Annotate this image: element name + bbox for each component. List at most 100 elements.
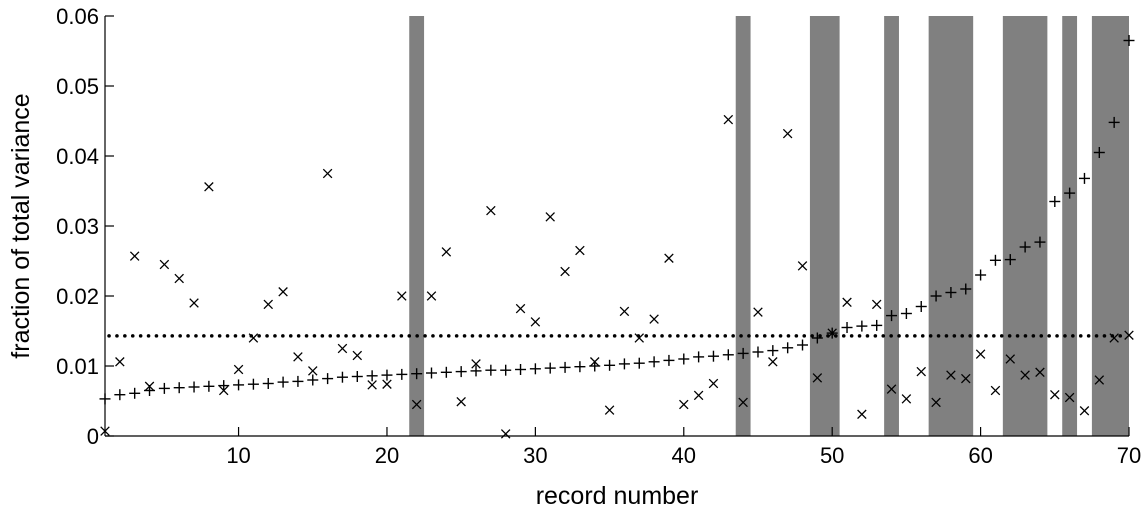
cross-marker-30: [530, 317, 541, 327]
plus-marker-29: [515, 364, 527, 375]
cross-marker-27: [486, 205, 496, 216]
plus-marker-18: [351, 371, 363, 382]
cross-marker-14: [293, 352, 303, 362]
plus-marker-51: [841, 322, 853, 333]
cross-marker-37: [634, 333, 645, 343]
cross-marker-17: [337, 343, 348, 354]
shaded-region-8: [1091, 16, 1129, 436]
plus-marker-37: [633, 357, 645, 369]
plus-marker-8: [203, 380, 215, 392]
y-tick-label-4: 0.04: [56, 144, 99, 169]
cross-marker-48: [797, 261, 808, 271]
cross-marker-47: [782, 128, 793, 139]
cross-marker-61: [990, 385, 1001, 396]
cross-marker-34: [589, 357, 600, 367]
plus-marker-19: [366, 370, 378, 382]
cross-marker-44: [738, 397, 748, 408]
plus-marker-9: [218, 380, 230, 392]
plus-marker-53: [871, 319, 883, 331]
plus-marker-63: [1019, 241, 1031, 253]
cross-marker-59: [960, 373, 971, 384]
shaded-region-4: [884, 16, 899, 436]
shaded-regions: [409, 16, 1129, 436]
plus-marker-57: [930, 290, 942, 302]
cross-marker-7: [189, 298, 199, 308]
cross-marker-13: [278, 287, 288, 297]
plus-marker-46: [767, 345, 779, 357]
y-tick-label-5: 0.05: [56, 74, 99, 99]
y-tick-label-1: 0.01: [56, 354, 99, 379]
shaded-region-7: [1062, 16, 1078, 436]
y-tick-label-0: 0: [87, 424, 99, 449]
plus-marker-12: [262, 378, 274, 389]
cross-marker-11: [248, 333, 259, 343]
cross-marker-46: [768, 357, 778, 367]
plus-marker-10: [233, 379, 245, 391]
y-axis-label: fraction of total variance: [7, 93, 35, 358]
plus-marker-61: [989, 254, 1001, 266]
cross-marker-67: [1079, 406, 1090, 416]
plus-marker-32: [559, 361, 571, 373]
cross-marker-63: [1020, 370, 1030, 380]
cross-marker-57: [931, 397, 941, 408]
shaded-region-6: [1002, 16, 1048, 436]
x-tick-label-6: 70: [1117, 443, 1141, 468]
cross-marker-45: [753, 307, 763, 317]
cross-marker-36: [619, 306, 630, 317]
plus-marker-30: [529, 363, 541, 375]
cross-marker-58: [946, 370, 956, 380]
cross-marker-68: [1094, 375, 1105, 385]
cross-marker-43: [723, 114, 734, 125]
y-tick-label-6: 0.06: [56, 4, 99, 29]
cross-marker-32: [560, 266, 570, 277]
x-tick-label-4: 50: [820, 443, 844, 468]
x-tick-label-0: 10: [226, 443, 250, 468]
cross-marker-18: [352, 350, 363, 361]
cross-marker-39: [664, 253, 674, 263]
cross-marker-19: [367, 380, 377, 390]
cross-marker-50: [827, 328, 837, 338]
plus-marker-65: [1049, 196, 1061, 207]
data-markers: [99, 35, 1135, 439]
x-tick-label-3: 40: [672, 443, 696, 468]
cross-marker-35: [604, 405, 615, 415]
cross-marker-56: [916, 366, 926, 377]
shaded-region-5: [928, 16, 974, 436]
shaded-region-2: [735, 16, 751, 436]
plus-marker-39: [663, 354, 675, 366]
cross-marker-52: [857, 409, 867, 420]
plus-marker-68: [1093, 147, 1105, 158]
plus-marker-27: [485, 364, 497, 376]
plus-marker-7: [188, 381, 200, 393]
plus-marker-26: [470, 365, 482, 377]
plus-marker-67: [1078, 172, 1090, 184]
cross-marker-60: [975, 349, 986, 359]
plus-marker-25: [455, 366, 467, 378]
plus-marker-24: [440, 366, 452, 378]
plus-marker-3: [129, 387, 141, 399]
plus-marker-49: [811, 332, 823, 344]
cross-marker-40: [679, 399, 689, 410]
cross-marker-41: [693, 390, 704, 401]
plus-marker-20: [381, 369, 393, 381]
cross-marker-26: [471, 359, 481, 369]
cross-marker-54: [886, 384, 897, 394]
cross-marker-70: [1124, 330, 1134, 340]
cross-marker-42: [708, 378, 719, 389]
cross-marker-5: [159, 259, 170, 270]
cross-marker-9: [218, 385, 229, 396]
x-tick-label-5: 60: [968, 443, 992, 468]
cross-marker-33: [575, 245, 585, 256]
cross-marker-22: [411, 399, 422, 410]
cross-marker-28: [500, 429, 511, 439]
x-tick-label-2: 30: [523, 443, 547, 468]
cross-marker-31: [545, 212, 555, 222]
plus-marker-21: [396, 368, 408, 380]
cross-marker-38: [649, 314, 659, 324]
cross-marker-4: [144, 381, 155, 392]
plus-marker-55: [900, 308, 912, 319]
cross-marker-65: [1050, 389, 1060, 400]
plus-marker-60: [975, 269, 987, 281]
cross-marker-6: [174, 273, 184, 284]
